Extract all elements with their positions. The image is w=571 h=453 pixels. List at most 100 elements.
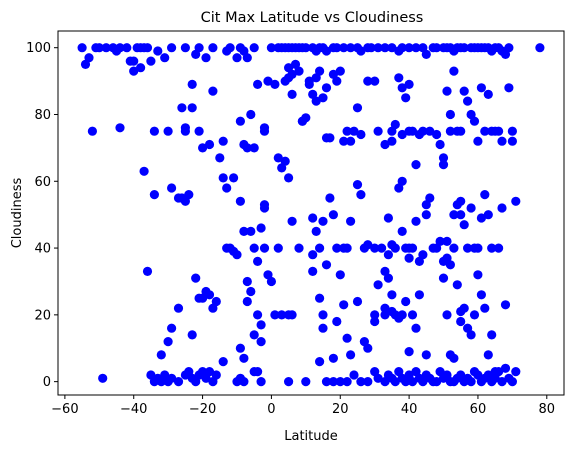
- data-point: [352, 296, 363, 307]
- data-point: [318, 310, 328, 320]
- data-point: [507, 136, 517, 146]
- data-point: [339, 43, 349, 53]
- data-point: [239, 377, 249, 387]
- data-point: [407, 377, 418, 387]
- data-point: [149, 190, 159, 200]
- data-point: [507, 126, 517, 136]
- data-point: [397, 129, 407, 140]
- data-point: [321, 377, 332, 387]
- data-point: [483, 350, 493, 360]
- data-point: [191, 273, 201, 283]
- data-point: [287, 89, 297, 99]
- data-point: [370, 243, 380, 253]
- data-point: [452, 280, 462, 290]
- data-point: [242, 143, 252, 153]
- data-point: [504, 43, 514, 53]
- data-point: [222, 183, 232, 193]
- data-point: [342, 243, 352, 253]
- data-point: [101, 43, 111, 53]
- data-point: [287, 216, 297, 226]
- data-point: [318, 323, 328, 333]
- chart-title: Cit Max Latitude vs Cloudiness: [201, 10, 424, 26]
- data-point: [284, 173, 294, 183]
- data-point: [139, 166, 149, 176]
- data-point: [204, 290, 215, 300]
- data-point: [277, 310, 287, 320]
- data-point: [136, 63, 146, 73]
- data-point: [373, 43, 383, 53]
- data-point: [349, 126, 359, 136]
- data-point: [339, 136, 349, 146]
- data-point: [253, 310, 263, 320]
- data-point: [401, 296, 411, 307]
- data-point: [184, 190, 194, 200]
- data-point: [487, 243, 497, 253]
- data-point: [308, 213, 318, 223]
- plot-frame: [57, 30, 565, 396]
- data-point: [259, 243, 270, 253]
- data-point: [239, 353, 249, 363]
- data-point: [469, 116, 480, 126]
- data-point: [315, 357, 325, 367]
- data-point: [356, 190, 366, 200]
- data-point: [266, 276, 276, 287]
- data-point: [315, 243, 325, 253]
- data-point: [194, 43, 204, 53]
- data-point: [201, 53, 211, 63]
- data-point: [404, 253, 414, 263]
- data-point: [421, 350, 431, 360]
- data-point: [315, 293, 325, 303]
- data-point: [511, 196, 521, 206]
- data-point: [259, 203, 270, 213]
- data-point: [535, 43, 545, 53]
- data-point: [198, 143, 208, 153]
- data-point: [218, 136, 228, 146]
- data-point: [466, 330, 476, 340]
- data-point: [390, 243, 400, 253]
- data-point: [387, 136, 397, 146]
- data-point: [411, 323, 421, 333]
- data-point: [249, 330, 259, 340]
- data-point: [253, 367, 263, 377]
- data-point: [494, 243, 504, 253]
- data-point: [394, 73, 404, 83]
- data-point: [211, 296, 221, 307]
- data-point: [356, 46, 366, 56]
- data-point: [294, 66, 304, 76]
- data-point: [480, 303, 490, 313]
- data-point: [497, 377, 507, 387]
- data-point: [346, 136, 356, 146]
- data-point: [377, 243, 387, 253]
- data-point: [163, 126, 173, 136]
- data-point: [208, 43, 218, 53]
- data-point: [442, 86, 452, 96]
- data-point: [129, 56, 139, 66]
- data-point: [421, 49, 431, 60]
- data-point: [480, 126, 490, 136]
- data-point: [380, 310, 390, 320]
- data-point: [328, 377, 338, 387]
- data-point: [342, 377, 352, 387]
- data-point: [304, 79, 314, 89]
- data-point: [342, 126, 352, 136]
- data-point: [142, 266, 153, 276]
- data-point: [438, 160, 449, 170]
- data-point: [449, 210, 459, 220]
- data-point: [404, 43, 414, 53]
- data-point: [242, 276, 252, 287]
- data-point: [352, 180, 363, 190]
- data-point: [438, 153, 449, 163]
- data-point: [438, 273, 449, 283]
- data-point: [507, 377, 517, 387]
- data-point: [397, 310, 407, 320]
- data-point: [325, 133, 335, 143]
- data-point: [315, 66, 325, 76]
- data-point: [356, 377, 366, 387]
- data-point: [380, 139, 390, 150]
- data-point: [363, 377, 373, 387]
- data-point: [511, 367, 521, 377]
- data-point: [432, 129, 442, 140]
- data-point: [373, 280, 383, 290]
- data-point: [115, 123, 125, 133]
- data-point: [311, 96, 321, 106]
